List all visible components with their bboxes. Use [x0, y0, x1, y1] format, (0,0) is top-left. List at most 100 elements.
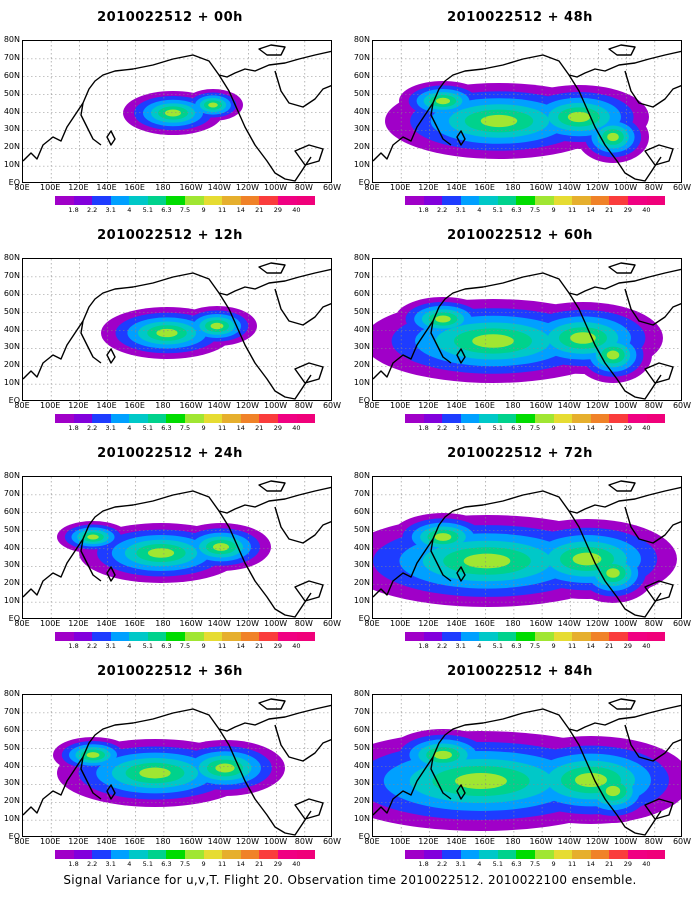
coastline	[644, 798, 674, 820]
colorbar-swatch	[110, 196, 130, 205]
colorbar-swatch	[129, 850, 148, 859]
colorbar-label: 5.1	[492, 206, 504, 214]
colorbar-label: 4	[477, 206, 482, 214]
longitude-label: 60W	[672, 619, 692, 628]
longitude-label: 120E	[418, 401, 439, 410]
colorbar-swatch	[572, 632, 591, 641]
colorbar-swatch	[55, 632, 74, 641]
latitude-label: 80N	[3, 689, 20, 698]
colorbar-label: 11	[218, 642, 227, 650]
latitude-label: 50N	[3, 306, 20, 316]
colorbar-label: 6.3	[511, 206, 522, 214]
colorbar-swatch	[185, 850, 204, 859]
colorbar-label: 14	[586, 206, 595, 214]
colorbar-swatch	[627, 196, 647, 205]
signal-variance-map	[22, 694, 332, 837]
colorbar-label: 29	[623, 206, 632, 214]
colorbar-swatch	[222, 414, 241, 423]
longitude-label: 80E	[364, 183, 380, 192]
colorbar-label: 1.8	[68, 424, 79, 432]
longitude-label: 60W	[672, 837, 692, 846]
colorbar-label: 5.1	[142, 206, 154, 214]
colorbar-label: 14	[236, 206, 245, 214]
colorbar-label: 5.1	[492, 642, 504, 650]
coastline	[23, 490, 312, 618]
colorbar-swatch	[147, 414, 167, 423]
longitude-label: 80E	[14, 183, 30, 192]
colorbar-swatch	[497, 414, 517, 423]
colorbar-label: 3.1	[105, 642, 116, 650]
variance-shade	[606, 568, 620, 578]
colorbar-label: 2.2	[86, 206, 98, 214]
colorbar-swatch	[460, 196, 480, 205]
colorbar-label: 14	[236, 424, 245, 432]
colorbar-label: 3.1	[105, 206, 116, 214]
variance-shade	[606, 350, 620, 360]
colorbar-swatch	[185, 196, 204, 205]
colorbar-swatch	[222, 632, 241, 641]
colorbar-label: 6.3	[511, 642, 522, 650]
longitude-label: 100W	[264, 401, 288, 410]
colorbar-label: 21	[255, 860, 264, 868]
colorbar-swatch	[646, 850, 666, 859]
colorbar-label: 29	[623, 860, 632, 868]
latitude-label: 60N	[353, 506, 370, 516]
colorbar-swatch	[92, 196, 111, 205]
colorbar-label: 3.1	[105, 860, 116, 868]
longitude-label: 120E	[68, 619, 89, 628]
colorbar-swatch	[147, 850, 167, 859]
longitude-label: 180	[505, 619, 521, 628]
colorbar-swatch	[590, 414, 610, 423]
colorbar-label: 7.5	[179, 860, 191, 868]
longitude-label: 160W	[529, 619, 553, 628]
forecast-panel: 2010022512 + 36h 80N 70N 60N 50N 40N 30N 20N 10N…	[0, 654, 342, 869]
colorbar-label: 6.3	[161, 642, 172, 650]
colorbar-swatch	[535, 196, 554, 205]
panel-title: 2010022512 + 84h	[447, 664, 593, 679]
colorbar-label: 6.3	[511, 860, 522, 868]
longitude-label: 180	[505, 183, 521, 192]
longitude-label: 120W	[585, 401, 610, 410]
variance-shade	[455, 773, 507, 789]
colorbar-label: 7.5	[179, 206, 191, 214]
panel-title: 2010022512 + 36h	[97, 664, 243, 679]
colorbar-swatch	[572, 414, 591, 423]
coastline	[373, 272, 662, 400]
colorbar-label: 21	[255, 642, 264, 650]
longitude-label: 140W	[207, 183, 231, 192]
coastline	[373, 54, 662, 182]
coastline	[644, 144, 674, 166]
variance-shade	[165, 109, 181, 117]
colorbar	[55, 632, 316, 641]
latitude-label: 70N	[3, 52, 20, 62]
colorbar-label: 3.1	[455, 424, 466, 432]
colorbar-swatch	[590, 632, 610, 641]
longitude-label: 180	[505, 837, 521, 846]
longitude-label: 140W	[207, 401, 231, 410]
colorbar-label: 29	[623, 642, 632, 650]
colorbar-swatch	[55, 196, 74, 205]
colorbar-label: 3.1	[455, 206, 466, 214]
colorbar	[405, 196, 666, 205]
latitude-label: 20N	[353, 360, 370, 370]
coastline	[294, 144, 324, 166]
colorbar-labels: 1.8 2.2 3.1 4 5.1 6.3 7.5 9 11 14 21 29 40	[55, 642, 315, 650]
coastline	[456, 348, 466, 364]
latitude-label: 50N	[353, 306, 370, 316]
forecast-panel: 2010022512 + 12h 80N 70N 60N 50N 40N 30N 20N 10N…	[0, 218, 341, 433]
colorbar-label: 40	[642, 424, 651, 432]
colorbar-label: 11	[568, 642, 577, 650]
colorbar-label: 2.2	[86, 642, 98, 650]
coastline	[456, 130, 466, 146]
latitude-label: EQ	[358, 396, 370, 405]
longitude-label: 140E	[96, 619, 117, 628]
coastline	[644, 580, 674, 602]
longitude-label: 60W	[322, 837, 342, 846]
longitude-label: 160E	[124, 183, 145, 192]
latitude-label: 80N	[353, 35, 370, 44]
colorbar-label: 40	[292, 860, 301, 868]
colorbar-swatch	[277, 850, 297, 859]
coastline	[274, 288, 331, 326]
colorbar-swatch	[240, 632, 260, 641]
longitude-label: 180	[155, 183, 171, 192]
